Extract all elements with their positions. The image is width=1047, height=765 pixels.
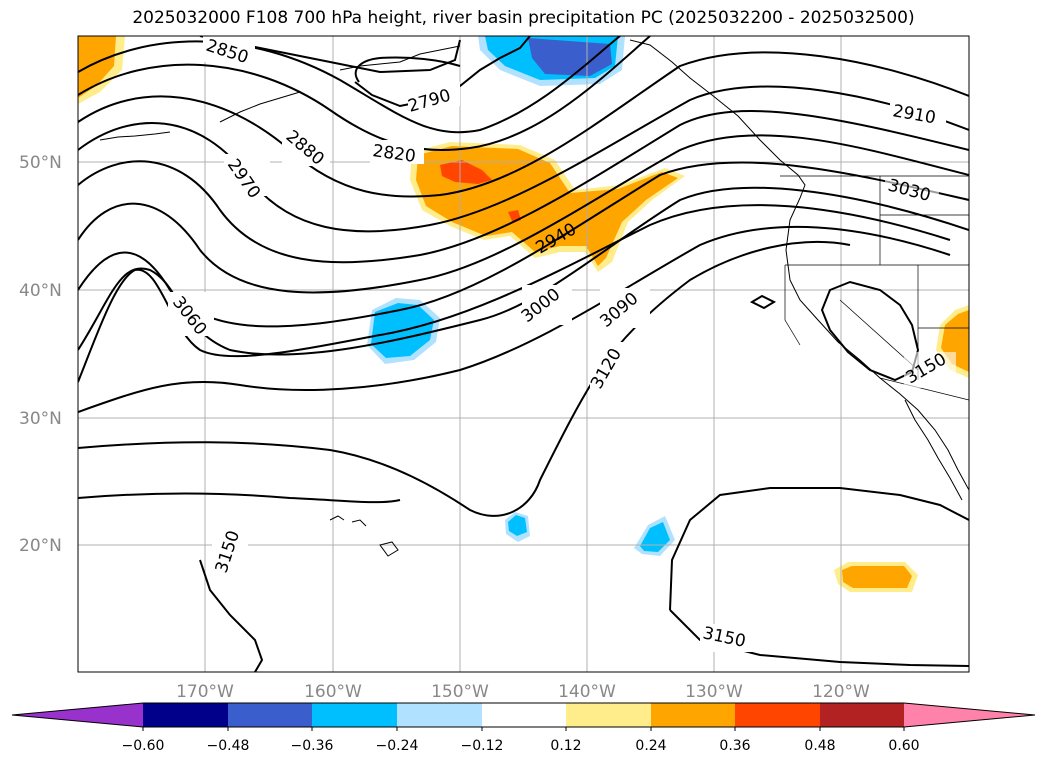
lat-label: 40°N (19, 281, 62, 301)
lon-label: 160°W (304, 682, 362, 702)
height-contours (78, 36, 969, 672)
colorbar-segment (820, 703, 904, 727)
colorbar-tick-label: 0.48 (804, 738, 835, 754)
precip-positive-area (440, 160, 492, 184)
colorbar-tick-label: −0.48 (207, 738, 250, 754)
colorbar-tick-label: 0.12 (550, 738, 581, 754)
colorbar-max-extend (904, 703, 1035, 727)
lon-label: 170°W (176, 682, 234, 702)
map-frame (77, 35, 970, 673)
contour-labels: 2850 2790 2880 2820 2970 2940 3060 3000 … (168, 36, 956, 652)
colorbar-segment (735, 703, 820, 727)
colorbar-segment (482, 703, 566, 727)
small-contour-ring (749, 294, 777, 310)
colorbar-tick-label: 0.24 (635, 738, 666, 754)
precip-negative-area (528, 38, 612, 76)
colorbar-segment (651, 703, 735, 727)
longitude-labels: 170°W 160°W 150°W 140°W 130°W 120°W (176, 682, 870, 702)
colorbar-tick-label: −0.24 (376, 738, 419, 754)
colorbar: −0.60 −0.48 −0.36 −0.24 −0.12 0.12 0.24 … (11, 702, 1036, 754)
lat-label: 50°N (19, 153, 62, 173)
map-area: 2850 2790 2880 2820 2970 2940 3060 3000 … (78, 36, 969, 672)
colorbar-tick-label: 0.60 (888, 738, 919, 754)
lon-label: 130°W (685, 682, 743, 702)
colorbar-segment (312, 703, 397, 727)
colorbar-min-extend (12, 703, 143, 727)
colorbar-tick-label: −0.12 (461, 738, 504, 754)
colorbar-tick-label: −0.60 (122, 738, 165, 754)
colorbar-segment (566, 703, 651, 727)
lat-label: 20°N (19, 536, 62, 556)
colorbar-segment (397, 703, 482, 727)
colorbar-tick-label: −0.36 (291, 738, 334, 754)
lon-label: 150°W (431, 682, 489, 702)
precip-negative-area (508, 515, 527, 536)
lat-label: 30°N (19, 409, 62, 429)
lon-label: 140°W (558, 682, 616, 702)
map-title: 2025032000 F108 700 hPa height, river ba… (132, 8, 915, 28)
colorbar-segment (228, 703, 312, 727)
lon-label: 120°W (812, 682, 870, 702)
latitude-labels: 50°N 40°N 30°N 20°N (19, 153, 62, 556)
precip-positive-area (842, 566, 912, 588)
colorbar-segment (143, 703, 228, 727)
precip-positive-area (78, 36, 116, 98)
colorbar-tick-label: 0.36 (719, 738, 750, 754)
